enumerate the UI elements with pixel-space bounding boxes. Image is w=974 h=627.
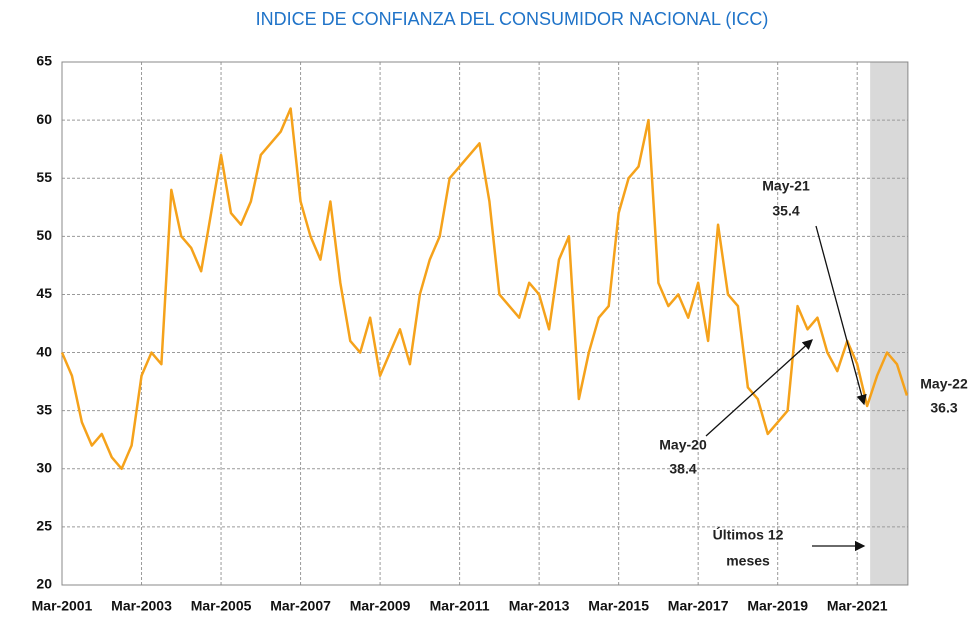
annotation: May-20 xyxy=(659,437,707,453)
y-tick-label: 50 xyxy=(36,227,52,243)
x-tick-label: Mar-2011 xyxy=(430,598,490,614)
x-tick-label: Mar-2017 xyxy=(668,598,729,614)
annotation: 35.4 xyxy=(772,203,799,219)
annotation: meses xyxy=(726,553,770,569)
y-tick-label: 65 xyxy=(36,53,52,69)
y-tick-label: 60 xyxy=(36,111,52,127)
annotation: May-22 xyxy=(920,376,968,392)
annotation: 36.3 xyxy=(930,400,957,416)
x-tick-label: Mar-2015 xyxy=(588,598,649,614)
y-tick-label: 25 xyxy=(36,518,52,534)
y-tick-label: 55 xyxy=(36,169,52,185)
y-tick-label: 30 xyxy=(36,459,52,475)
y-tick-label: 35 xyxy=(36,401,52,417)
y-tick-label: 20 xyxy=(36,576,52,592)
x-tick-label: Mar-2009 xyxy=(350,598,411,614)
y-tick-label: 40 xyxy=(36,343,52,359)
plot-frame xyxy=(61,61,909,586)
x-tick-label: Mar-2021 xyxy=(827,598,888,614)
arrow xyxy=(705,339,813,437)
annotation: 38.4 xyxy=(669,461,696,477)
line-series xyxy=(60,107,909,471)
annotation: May-21 xyxy=(762,178,810,194)
annotation: Últimos 12 xyxy=(713,526,784,543)
x-tick-label: Mar-2013 xyxy=(509,598,570,614)
chart-title: INDICE DE CONFIANZA DEL CONSUMIDOR NACIO… xyxy=(256,9,769,29)
y-tick-label: 45 xyxy=(36,285,52,301)
x-tick-label: Mar-2007 xyxy=(270,598,331,614)
annotations: May-21 35.4 May-20 38.4 May-22 36.3 Últi… xyxy=(659,178,968,569)
x-tick-label: Mar-2001 xyxy=(32,598,93,614)
arrow xyxy=(815,225,867,406)
x-tick-label: Mar-2005 xyxy=(191,598,252,614)
x-tick-label: Mar-2003 xyxy=(111,598,172,614)
x-tick-label: Mar-2019 xyxy=(747,598,808,614)
shaded-period xyxy=(870,62,908,585)
